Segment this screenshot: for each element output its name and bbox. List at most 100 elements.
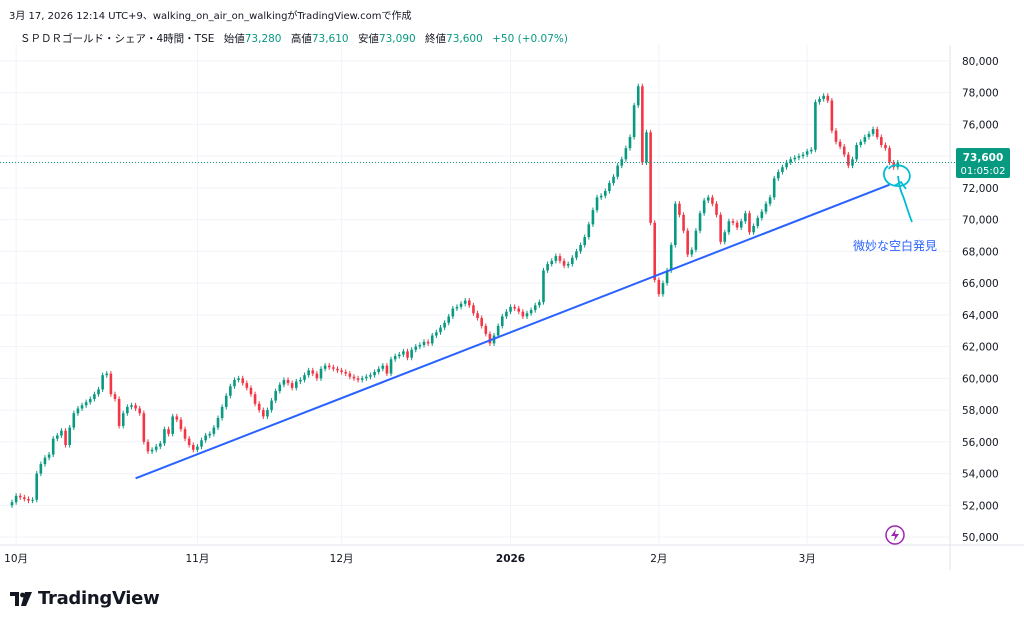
symbol-legend: ＳＰＤＲゴールド・シェア・4時間・TSE 始値73,280 高値73,610 安… bbox=[20, 31, 568, 46]
candle bbox=[649, 129, 652, 226]
candle bbox=[80, 402, 84, 412]
candle bbox=[484, 323, 488, 337]
candle bbox=[422, 339, 426, 348]
annotation-text[interactable]: 微妙な空白発見 bbox=[853, 238, 937, 253]
candle bbox=[760, 209, 764, 221]
candle bbox=[18, 493, 22, 500]
candle bbox=[435, 329, 438, 339]
candle bbox=[678, 201, 681, 218]
candle bbox=[381, 363, 385, 372]
candle bbox=[183, 426, 187, 442]
candle bbox=[216, 415, 220, 431]
time-axis[interactable]: 10月 11月 12月 2026 2月 3月 bbox=[4, 553, 816, 565]
candle bbox=[332, 364, 335, 372]
y-tick-label: 78,000 bbox=[962, 88, 999, 100]
candle bbox=[657, 277, 661, 297]
candle bbox=[496, 323, 500, 339]
candle bbox=[311, 367, 315, 377]
candle bbox=[270, 398, 273, 413]
candle bbox=[323, 363, 327, 372]
candle bbox=[711, 194, 714, 207]
candle bbox=[468, 298, 471, 308]
y-tick-label: 66,000 bbox=[962, 278, 999, 290]
candle bbox=[525, 310, 529, 319]
candle bbox=[105, 371, 109, 378]
candle bbox=[814, 99, 817, 153]
candle bbox=[822, 93, 825, 102]
candle bbox=[768, 194, 772, 207]
sketch-circle-icon bbox=[883, 164, 911, 187]
candle bbox=[130, 402, 133, 410]
candle bbox=[414, 344, 418, 353]
candle bbox=[212, 425, 216, 437]
candle bbox=[455, 304, 459, 312]
candle bbox=[661, 280, 665, 297]
candle bbox=[389, 356, 393, 377]
alert-badge-icon[interactable] bbox=[885, 525, 905, 545]
candle bbox=[348, 371, 352, 380]
candle bbox=[319, 366, 323, 381]
candle bbox=[245, 380, 249, 391]
y-tick-label: 64,000 bbox=[962, 310, 999, 322]
candle bbox=[208, 431, 212, 439]
candle bbox=[159, 440, 162, 450]
circle-sketch[interactable] bbox=[883, 164, 913, 223]
candle bbox=[612, 174, 615, 186]
candle bbox=[101, 372, 104, 392]
candle bbox=[566, 261, 570, 269]
candle bbox=[801, 151, 805, 159]
candle bbox=[603, 188, 607, 199]
candle bbox=[60, 428, 63, 439]
candle bbox=[406, 348, 409, 361]
candle bbox=[418, 342, 422, 350]
candle bbox=[35, 471, 39, 503]
tradingview-logo[interactable]: TradingView bbox=[10, 588, 160, 609]
x-tick-label: 2月 bbox=[650, 553, 667, 565]
price-axis[interactable]: 50,000 52,000 54,000 56,000 58,000 60,000 62,0… bbox=[962, 56, 999, 544]
candle bbox=[546, 261, 549, 273]
change-value: +50 (+0.07%) bbox=[492, 33, 568, 45]
candle bbox=[480, 315, 483, 329]
x-tick-label: 3月 bbox=[799, 553, 816, 565]
candle bbox=[867, 131, 871, 140]
candle bbox=[554, 253, 558, 264]
candle bbox=[266, 407, 269, 419]
candle bbox=[253, 391, 257, 407]
y-tick-label: 54,000 bbox=[962, 469, 999, 481]
candle bbox=[257, 401, 261, 413]
y-tick-label: 50,000 bbox=[962, 532, 999, 544]
candle bbox=[744, 210, 747, 224]
candle bbox=[286, 377, 290, 386]
candle bbox=[340, 367, 343, 375]
candle bbox=[702, 198, 706, 216]
candle bbox=[871, 126, 875, 137]
candle bbox=[369, 372, 372, 380]
candle bbox=[719, 212, 722, 245]
candle bbox=[76, 405, 80, 416]
y-tick-label: 72,000 bbox=[962, 183, 999, 195]
candle bbox=[224, 393, 228, 410]
candle bbox=[241, 375, 245, 386]
candle bbox=[698, 210, 702, 234]
candle bbox=[558, 253, 562, 264]
symbol-name[interactable]: ＳＰＤＲゴールド・シェア・4時間・TSE bbox=[20, 33, 215, 45]
candle bbox=[373, 369, 376, 378]
high-label: 高値 bbox=[290, 33, 312, 45]
candle bbox=[785, 159, 788, 170]
candle bbox=[583, 234, 586, 248]
candle bbox=[64, 428, 67, 448]
candle bbox=[752, 223, 755, 235]
candle bbox=[307, 367, 310, 378]
candle bbox=[793, 155, 797, 162]
candle bbox=[327, 363, 331, 370]
candle bbox=[315, 371, 319, 381]
open-label: 始値 bbox=[223, 33, 245, 45]
candle bbox=[476, 310, 479, 321]
candle bbox=[47, 451, 51, 461]
x-tick-label: 12月 bbox=[330, 553, 354, 565]
candle bbox=[196, 444, 199, 453]
candle bbox=[608, 180, 611, 194]
y-tick-label: 60,000 bbox=[962, 373, 999, 385]
trend-line[interactable] bbox=[135, 183, 890, 480]
